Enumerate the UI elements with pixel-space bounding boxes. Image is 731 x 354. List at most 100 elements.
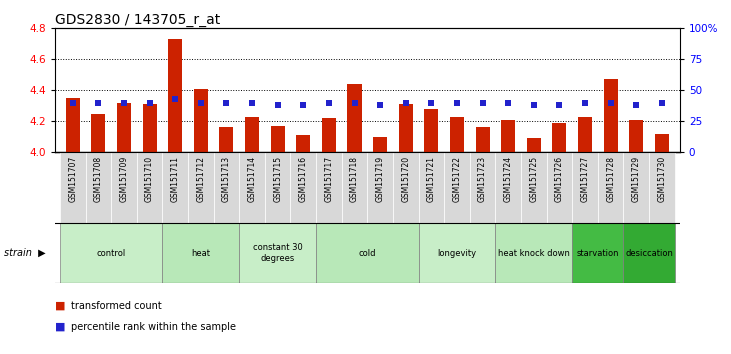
Text: GSM151729: GSM151729 — [632, 156, 641, 202]
Text: constant 30
degrees: constant 30 degrees — [253, 244, 303, 263]
Bar — [188, 152, 213, 223]
Bar — [316, 152, 341, 223]
Text: percentile rank within the sample: percentile rank within the sample — [71, 322, 236, 332]
Bar — [496, 152, 521, 223]
Text: GSM151718: GSM151718 — [350, 156, 359, 202]
Text: GSM151725: GSM151725 — [529, 156, 538, 202]
Bar — [91, 114, 105, 152]
Bar — [60, 152, 86, 223]
Bar — [398, 104, 413, 152]
Bar — [213, 152, 239, 223]
Bar — [424, 109, 439, 152]
Bar — [553, 123, 567, 152]
Bar — [649, 152, 675, 223]
Bar — [655, 133, 669, 152]
Point — [170, 96, 181, 102]
Bar — [444, 152, 470, 223]
Text: GSM151715: GSM151715 — [273, 156, 282, 202]
Point — [605, 100, 616, 105]
Point — [144, 100, 156, 105]
Text: GSM151724: GSM151724 — [504, 156, 512, 202]
Bar — [572, 223, 624, 283]
Point — [298, 102, 309, 108]
Bar — [572, 152, 598, 223]
Bar — [476, 127, 490, 152]
Text: GSM151716: GSM151716 — [299, 156, 308, 202]
Text: GSM151711: GSM151711 — [171, 156, 180, 202]
Bar — [624, 223, 675, 283]
Text: starvation: starvation — [577, 249, 619, 258]
Point — [67, 100, 79, 105]
Text: GSM151719: GSM151719 — [376, 156, 385, 202]
Bar — [496, 223, 572, 283]
Point — [349, 100, 360, 105]
Text: GSM151707: GSM151707 — [68, 156, 77, 202]
Bar — [322, 118, 336, 152]
Bar — [450, 116, 464, 152]
Bar — [239, 223, 316, 283]
Bar — [66, 98, 80, 152]
Text: transformed count: transformed count — [71, 301, 162, 311]
Text: GSM151710: GSM151710 — [145, 156, 154, 202]
Point — [502, 100, 514, 105]
Bar — [501, 120, 515, 152]
Point — [553, 102, 565, 108]
Point — [451, 100, 463, 105]
Bar — [521, 152, 547, 223]
Point — [528, 102, 539, 108]
Point — [477, 100, 488, 105]
Text: GSM151726: GSM151726 — [555, 156, 564, 202]
Text: cold: cold — [359, 249, 376, 258]
Text: GSM151712: GSM151712 — [197, 156, 205, 202]
Bar — [629, 120, 643, 152]
Point — [579, 100, 591, 105]
Point — [323, 100, 335, 105]
Point — [425, 100, 437, 105]
Point — [93, 100, 105, 105]
Text: GSM151717: GSM151717 — [325, 156, 333, 202]
Bar — [290, 152, 316, 223]
Text: strain  ▶: strain ▶ — [4, 248, 45, 258]
Bar — [111, 152, 137, 223]
Text: GSM151727: GSM151727 — [580, 156, 590, 202]
Bar — [86, 152, 111, 223]
Bar — [162, 152, 188, 223]
Text: ■: ■ — [55, 322, 65, 332]
Text: GSM151720: GSM151720 — [401, 156, 410, 202]
Bar — [162, 223, 239, 283]
Bar — [527, 138, 541, 152]
Bar — [194, 89, 208, 152]
Bar — [604, 79, 618, 152]
Text: longevity: longevity — [437, 249, 477, 258]
Text: GSM151713: GSM151713 — [222, 156, 231, 202]
Text: GSM151722: GSM151722 — [452, 156, 461, 202]
Text: GDS2830 / 143705_r_at: GDS2830 / 143705_r_at — [55, 12, 220, 27]
Bar — [219, 127, 233, 152]
Point — [400, 100, 412, 105]
Point — [374, 102, 386, 108]
Text: control: control — [96, 249, 126, 258]
Text: GSM151708: GSM151708 — [94, 156, 103, 202]
Bar — [143, 104, 156, 152]
Bar — [117, 103, 131, 152]
Bar — [419, 152, 444, 223]
Text: GSM151730: GSM151730 — [657, 156, 667, 202]
Bar — [347, 84, 362, 152]
Point — [118, 100, 130, 105]
Bar — [265, 152, 290, 223]
Point — [656, 100, 667, 105]
Bar — [393, 152, 419, 223]
Point — [195, 100, 207, 105]
Point — [272, 102, 284, 108]
Bar — [624, 152, 649, 223]
Text: GSM151714: GSM151714 — [248, 156, 257, 202]
Text: GSM151721: GSM151721 — [427, 156, 436, 202]
Bar — [270, 126, 284, 152]
Bar — [60, 223, 162, 283]
Text: heat knock down: heat knock down — [498, 249, 569, 258]
Text: GSM151709: GSM151709 — [119, 156, 129, 202]
Point — [630, 102, 642, 108]
Text: GSM151723: GSM151723 — [478, 156, 487, 202]
Text: heat: heat — [192, 249, 211, 258]
Bar — [341, 152, 368, 223]
